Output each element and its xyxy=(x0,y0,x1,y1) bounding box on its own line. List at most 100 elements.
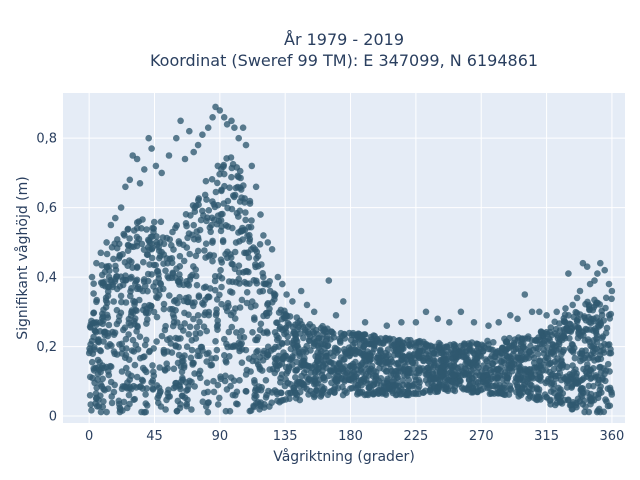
data-point xyxy=(201,296,209,304)
data-point xyxy=(369,372,377,380)
data-point xyxy=(181,352,188,359)
data-point xyxy=(348,377,355,384)
data-point xyxy=(104,330,112,337)
data-point xyxy=(407,336,414,344)
data-point xyxy=(236,347,243,355)
data-point xyxy=(478,341,486,349)
data-point xyxy=(318,353,325,360)
data-point xyxy=(382,334,389,342)
data-point xyxy=(181,320,188,327)
data-point xyxy=(256,363,263,371)
data-point xyxy=(415,348,422,356)
data-point xyxy=(408,359,416,367)
data-point xyxy=(519,374,527,382)
data-point xyxy=(228,164,236,172)
data-point-outlier xyxy=(283,291,290,298)
data-point xyxy=(488,390,496,397)
data-point xyxy=(564,377,571,384)
x-tick-label: 315 xyxy=(534,429,559,444)
data-point xyxy=(512,378,519,386)
data-point xyxy=(207,362,214,369)
data-point xyxy=(484,337,491,345)
data-point xyxy=(156,286,163,293)
data-point xyxy=(328,379,335,387)
data-point xyxy=(337,329,345,337)
data-point xyxy=(217,266,224,274)
data-point xyxy=(364,365,371,373)
data-point xyxy=(511,336,519,343)
data-point xyxy=(172,383,179,390)
y-tick-label: 0,4 xyxy=(36,271,57,286)
data-point xyxy=(214,317,221,325)
data-point-outlier xyxy=(190,148,197,156)
data-point xyxy=(209,239,216,246)
data-point xyxy=(311,392,319,399)
data-point-outlier xyxy=(235,134,242,142)
data-point xyxy=(142,400,150,407)
data-point xyxy=(583,351,591,359)
data-point xyxy=(212,311,220,319)
data-point xyxy=(97,408,105,416)
data-point xyxy=(566,402,574,409)
data-point xyxy=(581,408,588,416)
data-point xyxy=(405,368,412,375)
data-point xyxy=(424,380,432,387)
data-point xyxy=(226,184,233,191)
data-point xyxy=(489,360,497,368)
data-point xyxy=(120,230,127,238)
data-point xyxy=(345,344,353,352)
data-point xyxy=(193,323,201,331)
data-point-outlier xyxy=(141,166,148,173)
data-point xyxy=(222,407,230,415)
data-point xyxy=(572,380,580,387)
data-point xyxy=(119,383,127,390)
data-point xyxy=(208,221,215,229)
data-point xyxy=(602,396,609,403)
data-point xyxy=(139,353,147,361)
data-point-outlier xyxy=(553,308,560,316)
data-point-outlier xyxy=(528,308,536,316)
data-point xyxy=(575,328,582,336)
data-point-outlier xyxy=(145,134,152,142)
data-point xyxy=(242,216,249,224)
data-point xyxy=(205,308,213,316)
data-point xyxy=(140,258,147,266)
data-point xyxy=(175,238,183,245)
data-point xyxy=(536,336,543,344)
data-point xyxy=(210,201,218,208)
data-point xyxy=(174,319,181,326)
data-point-outlier xyxy=(457,308,465,316)
data-point xyxy=(280,349,287,356)
data-point xyxy=(496,381,504,389)
data-point xyxy=(143,251,151,258)
data-point xyxy=(204,399,212,407)
data-point xyxy=(268,399,276,407)
data-point xyxy=(410,380,418,388)
data-point xyxy=(603,324,611,332)
data-point xyxy=(149,362,156,369)
data-point xyxy=(608,295,615,303)
data-point xyxy=(141,341,149,349)
data-point xyxy=(214,162,222,170)
data-point xyxy=(566,327,574,335)
data-point xyxy=(216,170,223,178)
data-point-outlier xyxy=(126,176,134,184)
data-point xyxy=(133,233,141,241)
data-point xyxy=(315,360,323,368)
data-point xyxy=(586,326,594,333)
data-point xyxy=(526,348,533,355)
data-point xyxy=(370,367,378,374)
data-point xyxy=(284,390,292,397)
data-point xyxy=(271,355,279,362)
data-point xyxy=(122,276,129,284)
data-point xyxy=(468,367,475,374)
data-point xyxy=(573,317,581,324)
data-point xyxy=(405,341,413,349)
data-point-outlier xyxy=(495,319,503,326)
data-point xyxy=(105,262,113,270)
data-point xyxy=(280,355,287,363)
data-point xyxy=(190,235,198,243)
data-point xyxy=(106,362,114,370)
data-point-outlier xyxy=(103,239,110,246)
data-point xyxy=(432,388,439,396)
